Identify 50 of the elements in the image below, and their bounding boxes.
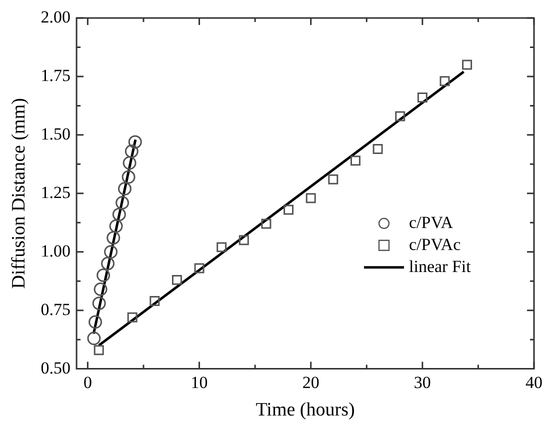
x-tick-label: 40	[526, 372, 542, 392]
x-tick-label: 10	[190, 372, 208, 392]
point	[101, 256, 115, 270]
point	[238, 235, 249, 246]
point	[122, 156, 136, 170]
point	[109, 219, 123, 233]
point	[96, 268, 110, 282]
point	[87, 332, 101, 346]
y-tick-label: 1.00	[40, 241, 71, 260]
y-tick-label: 1.25	[40, 182, 71, 202]
y-tick-label: 1.75	[40, 66, 71, 85]
x-tick-label: 20	[302, 372, 320, 392]
point	[417, 92, 428, 103]
legend-label: c/PVAc	[409, 234, 462, 254]
y-axis-title: Diffusion Distance (mm)	[8, 98, 30, 289]
point	[306, 193, 316, 204]
point	[440, 76, 450, 86]
point	[372, 144, 383, 154]
point	[124, 144, 138, 158]
point	[194, 263, 204, 274]
point	[395, 111, 406, 122]
y-tick-label: 2.00	[40, 7, 71, 26]
point	[150, 296, 160, 306]
legend-label: c/PVA	[409, 212, 454, 232]
point	[106, 231, 120, 245]
legend-label: linear Fit	[409, 256, 472, 276]
point	[104, 245, 118, 259]
point	[127, 312, 138, 322]
point	[216, 242, 227, 252]
x-tick-label: 30	[414, 372, 431, 392]
point	[122, 170, 136, 184]
point	[284, 204, 294, 215]
y-tick-label: 0.75	[40, 300, 71, 319]
point	[328, 174, 338, 184]
x-tick-label: 0	[83, 372, 92, 392]
point	[128, 135, 142, 149]
point	[112, 208, 126, 222]
point	[172, 274, 182, 285]
y-tick-label: 1.50	[40, 124, 71, 144]
x-axis-title: Time (hours)	[256, 400, 355, 421]
point	[116, 196, 130, 210]
point	[88, 315, 102, 329]
point	[118, 182, 132, 196]
y-tick-label: 0.50	[40, 358, 71, 378]
point	[92, 296, 106, 310]
point	[94, 282, 108, 296]
point	[94, 345, 104, 356]
point	[261, 218, 272, 229]
point	[350, 156, 360, 166]
point	[462, 60, 472, 70]
